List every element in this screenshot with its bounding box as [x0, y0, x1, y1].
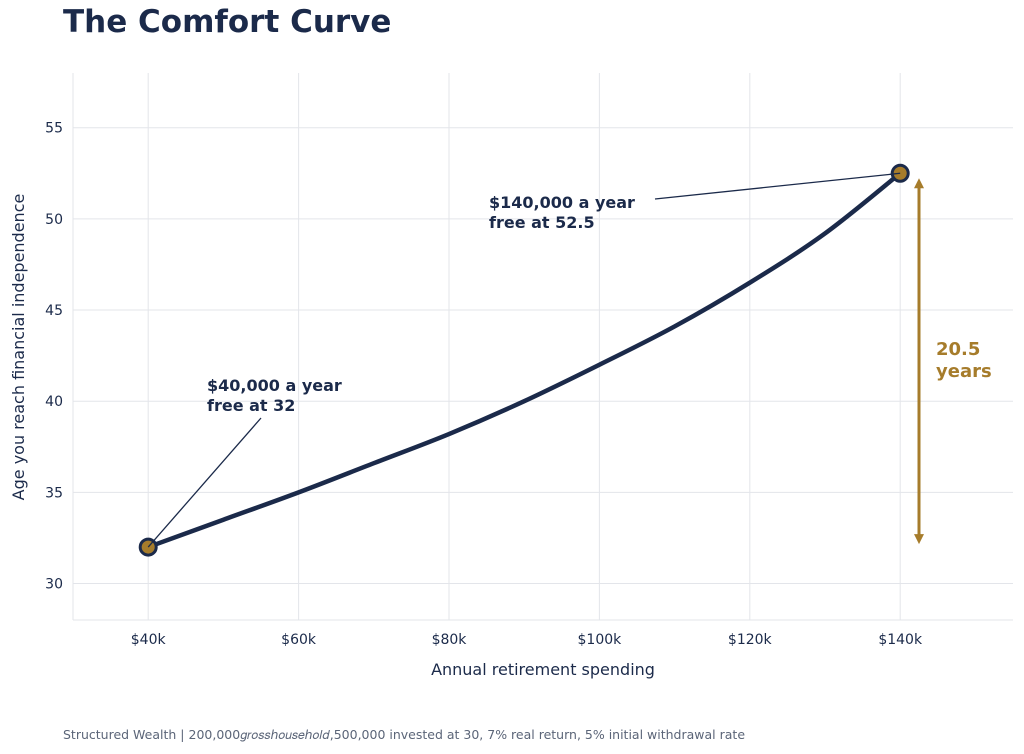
gap-arrow-head-top — [914, 178, 924, 189]
chart-title: The Comfort Curve — [63, 4, 392, 40]
y-tick-label: 35 — [45, 485, 63, 501]
annotation-leader — [654, 172, 901, 200]
x-tick-label: $80k — [432, 632, 468, 648]
y-tick-label: 45 — [45, 303, 63, 319]
annotation-layer: $40,000 a year free at 32$140,000 a year f… — [147, 172, 901, 548]
x-tick-label: $120k — [728, 632, 773, 648]
gap-label-line: 20.5 — [936, 339, 980, 360]
y-tick-label: 40 — [45, 394, 63, 410]
grid — [73, 73, 1013, 620]
annotation-leader — [147, 417, 262, 548]
footer-note: Structured Wealth | 200,000𝑔𝑟𝑜𝑠𝑠ℎ𝑜𝑢𝑠𝑒ℎ𝑜𝑙… — [63, 727, 746, 742]
x-axis-title: Annual retirement spending — [431, 660, 655, 679]
gap-label-line: years — [936, 361, 992, 382]
gap-arrow-head-bottom — [914, 534, 924, 545]
x-tick-label: $60k — [281, 632, 317, 648]
annotation-line: $40,000 a year — [207, 376, 342, 395]
x-tick-label: $140k — [878, 632, 923, 648]
y-axis-title: Age you reach financial independence — [9, 194, 28, 501]
annotation-high: $140,000 a year free at 52.5 — [489, 193, 635, 232]
y-tick-label: 30 — [45, 577, 63, 593]
axes: $40k $60k $80k $100k $120k $140k 30 35 40 45 50 55 — [45, 73, 1013, 648]
annotation-low: $40,000 a year free at 32 — [207, 376, 342, 415]
annotation-line: $140,000 a year — [489, 193, 635, 212]
x-tick-label: $100k — [578, 632, 623, 648]
x-tick-label: $40k — [131, 632, 167, 648]
y-tick-label: 50 — [45, 212, 63, 228]
y-tick-label: 55 — [45, 121, 63, 137]
annotation-line: free at 52.5 — [489, 213, 595, 232]
annotation-line: free at 32 — [207, 396, 295, 415]
series-line — [145, 171, 903, 550]
gap-marker: 20.5 years — [914, 178, 992, 545]
gap-label: 20.5 years — [936, 339, 992, 382]
